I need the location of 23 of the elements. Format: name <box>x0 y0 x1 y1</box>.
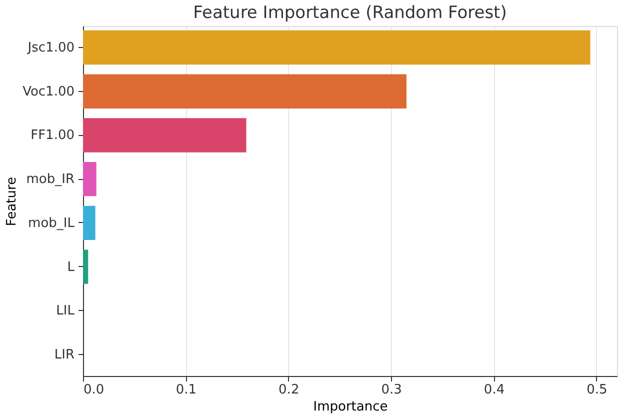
bar <box>83 118 246 152</box>
x-tick-label: 0.2 <box>278 382 300 398</box>
y-tick-label: LIL <box>56 304 76 319</box>
y-axis-title: Feature <box>4 176 20 226</box>
x-tick-label: 0.0 <box>84 382 104 398</box>
y-tick-label: Jsc1.00 <box>26 40 74 56</box>
bar <box>83 30 590 65</box>
x-tick-label: 0.5 <box>586 382 608 398</box>
bar <box>83 206 96 240</box>
bar <box>83 162 96 196</box>
bar <box>83 74 406 108</box>
x-tick-label: 0.4 <box>484 382 505 398</box>
y-tick-label: L <box>67 260 76 275</box>
y-tick-label: Voc1.00 <box>22 84 74 100</box>
y-tick-label: mob_IL <box>28 216 76 231</box>
bar <box>83 250 88 284</box>
y-tick-label: FF1.00 <box>30 128 74 144</box>
x-axis-title: Importance <box>313 400 388 414</box>
chart-title: Feature Importance (Random Forest) <box>193 3 507 23</box>
x-tick-label: 0.1 <box>176 382 197 398</box>
x-tick-label: 0.3 <box>381 382 402 398</box>
y-tick-label: mob_IR <box>26 172 74 188</box>
y-tick-label: LIR <box>54 348 74 363</box>
